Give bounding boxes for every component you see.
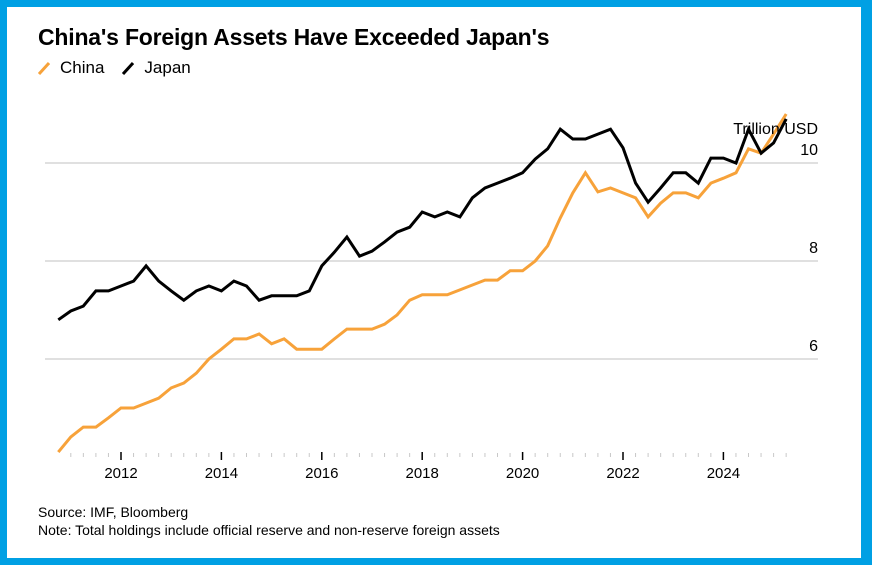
x-tick-label-2014: 2014 [205,465,238,482]
y-tick-label-6: 6 [809,338,818,355]
chart-title: China's Foreign Assets Have Exceeded Jap… [38,24,550,50]
legend: China Japan [38,58,209,78]
legend-label-japan: Japan [144,58,191,77]
y-tick-label-10: 10 [800,142,818,159]
source-note: Source: IMF, Bloomberg [38,504,189,520]
japan-line-swatch-icon [122,61,135,75]
series-line-japan [57,118,788,322]
y-unit-label: Trillion USD [733,121,818,138]
chart-frame [7,7,861,558]
x-tick-label-2024: 2024 [707,465,740,482]
legend-item-japan: Japan [122,58,191,78]
legend-label-china: China [60,58,105,77]
gridlines [45,162,818,360]
y-axis-labels: 6 8 10 Trillion USD [733,121,818,355]
x-tick-label-2016: 2016 [305,465,338,482]
series-lines [57,113,788,454]
x-tick-label-2020: 2020 [506,465,539,482]
x-tick-label-2022: 2022 [606,465,639,482]
chart-footer: Source: IMF, Bloomberg Note: Total holdi… [38,503,500,539]
china-line-swatch-icon [38,61,50,75]
legend-item-china: China [38,58,104,78]
y-tick-label-8: 8 [809,240,818,257]
methodology-note: Note: Total holdings include official re… [38,522,500,538]
series-line-china [57,113,788,454]
x-axis: 2012 2014 2016 2018 2020 2022 2024 [70,452,787,482]
x-tick-label-2018: 2018 [406,465,439,482]
x-tick-label-2012: 2012 [104,465,137,482]
